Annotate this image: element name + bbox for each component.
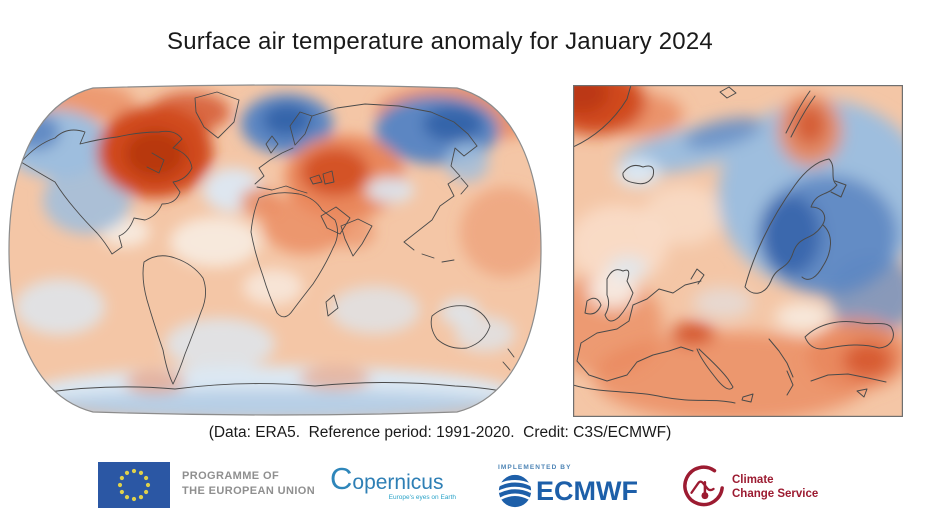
figure-title: Surface air temperature anomaly for Janu… xyxy=(167,28,713,55)
anomaly-west-pacific-warm xyxy=(460,187,541,277)
ecmwf-logo: IMPLEMENTED BY ECMWF xyxy=(498,464,638,508)
anomaly-kazakhstan-core xyxy=(301,148,369,196)
anomaly-nw-africa-warm xyxy=(240,187,280,217)
anomaly-novaya-zemlya-core xyxy=(794,105,826,145)
anomaly-central-europe-pale xyxy=(693,287,753,319)
c3s-label: Climate Change Service xyxy=(732,473,818,501)
ecmwf-globe-icon xyxy=(498,474,532,508)
caption: (Data: ERA5. Reference period: 1991-2020… xyxy=(208,424,672,441)
anomaly-black-sea-pale xyxy=(775,303,831,331)
c3s-label-line1: Climate xyxy=(732,474,774,486)
anomaly-s-atlantic-cool xyxy=(165,318,275,370)
copernicus-wordmark: Copernicus xyxy=(330,461,444,496)
anomaly-central-atlantic-neutral xyxy=(170,217,260,267)
anomaly-scandinavia-core xyxy=(263,104,311,136)
anomaly-s-indian-cool xyxy=(330,286,420,334)
copernicus-logo: Copernicus Europe's eyes on Earth xyxy=(330,461,460,502)
anomaly-antarctic-warm-west xyxy=(125,370,185,394)
anomaly-gulf-of-guinea-neutral xyxy=(243,269,303,305)
eu-programme-line1: PROGRAMME OF xyxy=(182,470,280,482)
europe-anomaly-map xyxy=(573,85,903,417)
anomaly-greenland-west-warm xyxy=(150,92,230,132)
anomaly-ne-siberia-core xyxy=(423,106,483,142)
europe-anomaly-field xyxy=(573,85,903,417)
anomaly-west-australia-cool xyxy=(440,298,480,326)
anomaly-hudson-bay-core xyxy=(125,130,185,178)
anomaly-greenland-core xyxy=(573,85,609,113)
anomaly-tibet-cool xyxy=(366,177,414,203)
anomaly-sahara-warm xyxy=(263,194,347,254)
c3s-arc-icon xyxy=(683,465,724,507)
implemented-by-label: IMPLEMENTED BY xyxy=(498,464,572,471)
europe-map-border xyxy=(573,85,903,417)
global-continent-outlines xyxy=(20,91,520,397)
anomaly-britain-neutral xyxy=(588,272,638,308)
anomaly-alaska-core xyxy=(10,114,60,150)
anomaly-western-us-cool xyxy=(43,166,131,234)
eu-flag-icon xyxy=(98,462,170,508)
global-projection-outline xyxy=(8,84,542,416)
ecmwf-wordmark: ECMWF xyxy=(536,475,638,506)
anomaly-se-pacific-cool xyxy=(15,279,105,335)
europe-coastline-outlines xyxy=(573,85,894,404)
c3s-logo: Climate Change Service xyxy=(680,464,818,510)
anomaly-mediterranean-warm xyxy=(593,332,873,417)
anomaly-anatolia-core xyxy=(843,342,893,378)
anomaly-norwegian-sea-pale xyxy=(643,185,723,245)
copernicus-tagline: Europe's eyes on Earth xyxy=(388,494,456,501)
c3s-label-line2: Change Service xyxy=(732,488,819,500)
anomaly-alps-warm xyxy=(671,322,715,344)
global-anomaly-map xyxy=(8,84,542,416)
anomaly-scotland-cool xyxy=(608,256,648,280)
anomaly-south-of-australia-cool xyxy=(455,316,515,352)
anomaly-nw-russia-cool xyxy=(828,255,903,335)
eu-programme-label: PROGRAMME OF THE EUROPEAN UNION xyxy=(182,469,315,499)
anomaly-antarctic-warm-east xyxy=(299,366,371,390)
eu-programme-line2: THE EUROPEAN UNION xyxy=(182,485,316,497)
anomaly-atlantic-band-core xyxy=(684,117,762,149)
